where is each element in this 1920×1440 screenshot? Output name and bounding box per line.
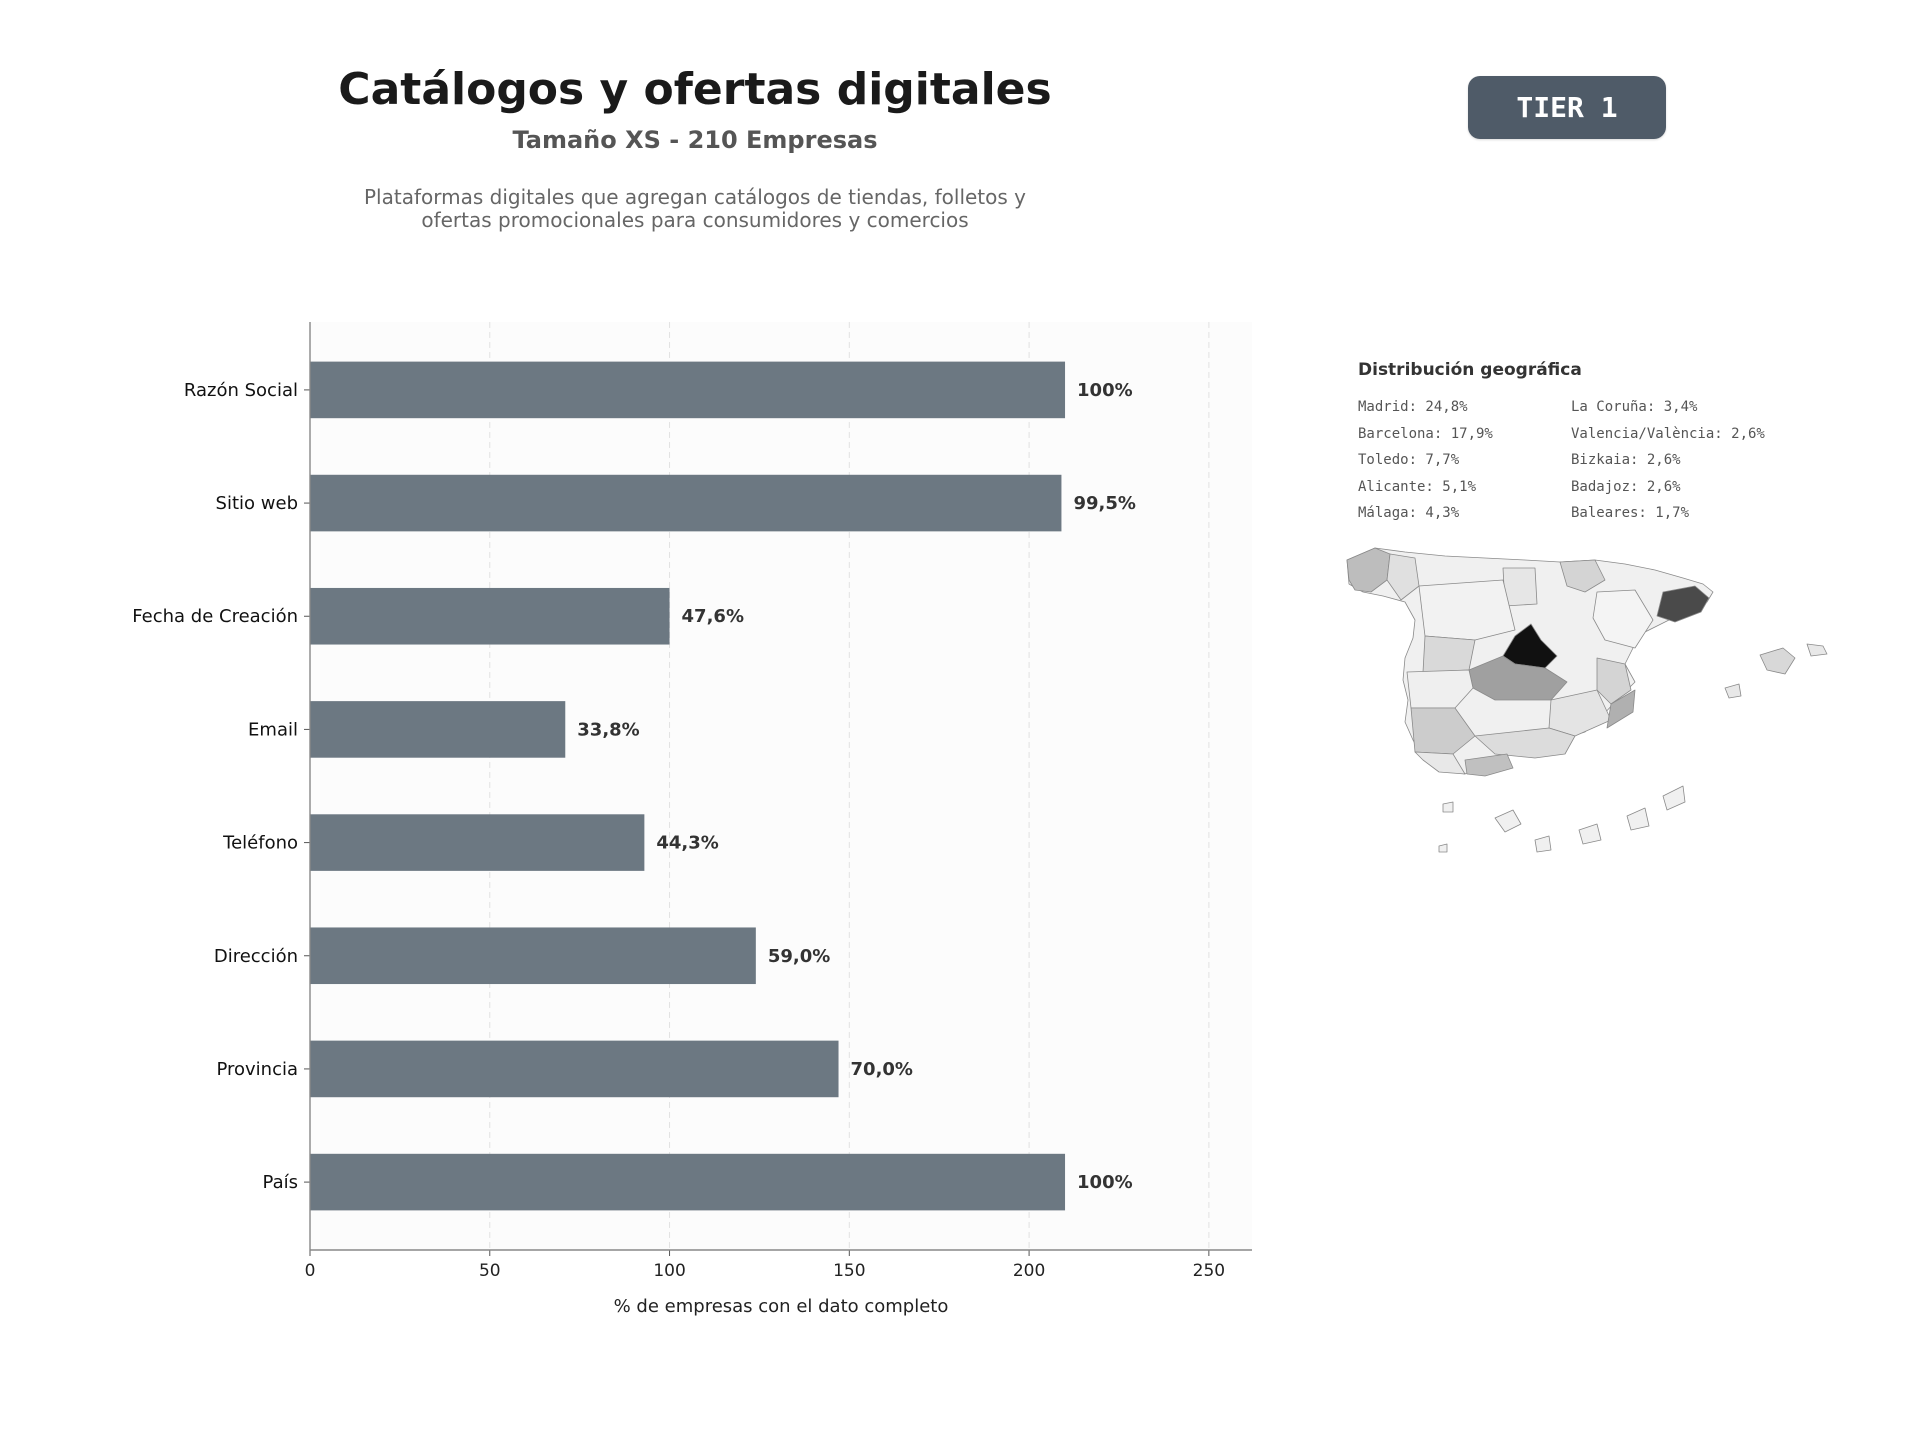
map-island-canary-5 — [1662, 785, 1686, 811]
geo-distribution-title: Distribución geográfica — [1358, 360, 1582, 380]
map-island-ibiza — [1724, 683, 1742, 699]
map-region-barcelona — [1656, 585, 1710, 623]
geo-item: Barcelona: 17,9% — [1358, 425, 1493, 442]
category-label: Fecha de Creación — [132, 606, 298, 627]
bar-value-label: 70,0% — [851, 1059, 913, 1080]
map-island-canary-3 — [1578, 823, 1602, 845]
geo-item: Toledo: 7,7% — [1358, 452, 1460, 468]
category-label: Sitio web — [216, 493, 298, 514]
map-island-canary-6 — [1442, 801, 1454, 813]
map-region-la-coruna — [1346, 547, 1391, 593]
bar-value-label: 100% — [1077, 1172, 1133, 1193]
map-island-canary-4 — [1626, 807, 1650, 831]
map-island-canary-2 — [1534, 835, 1552, 853]
bar — [310, 927, 756, 985]
map-island-canary-1 — [1494, 809, 1522, 833]
category-label: Email — [248, 719, 298, 740]
bar-chart: 0 50 100 150 200 250 Razón Social 100% Sitio web… — [132, 322, 1252, 1317]
bar-value-label: 47,6% — [682, 606, 744, 627]
map-region-malaga — [1464, 753, 1514, 777]
geo-item: Valencia/València: 2,6% — [1571, 425, 1765, 442]
category-label: País — [263, 1172, 298, 1193]
map-region-castilla-mancha — [1548, 689, 1612, 737]
description-line-1: Plataformas digitales que agregan catálo… — [364, 185, 1026, 209]
category-label: Teléfono — [222, 833, 298, 854]
bar-value-label: 100% — [1077, 380, 1133, 401]
map-region-badajoz — [1410, 707, 1476, 755]
map-region-zaragoza — [1592, 589, 1654, 649]
bar — [310, 1040, 839, 1098]
bar — [310, 474, 1062, 532]
page-subtitle: Tamaño XS - 210 Empresas — [512, 126, 878, 154]
map-island-menorca — [1806, 643, 1828, 657]
bar — [310, 814, 645, 871]
bar-value-label: 44,3% — [656, 833, 718, 854]
map-region-caceres — [1406, 669, 1474, 709]
category-label: Dirección — [214, 946, 298, 967]
plot-area — [310, 322, 1252, 1250]
geo-item: Badajoz: 2,6% — [1571, 478, 1681, 495]
geo-distribution-list: Madrid: 24,8% La Coruña: 3,4% Barcelona:… — [1358, 397, 1808, 523]
geo-item: La Coruña: 3,4% — [1571, 399, 1698, 415]
page-description: Plataformas digitales que agregan catálo… — [330, 186, 1060, 232]
map-region-salamanca — [1422, 635, 1476, 673]
x-tick-label: 200 — [1013, 1261, 1045, 1281]
map-region-alicante — [1606, 689, 1636, 729]
category-label: Provincia — [216, 1059, 298, 1080]
geo-item: Málaga: 4,3% — [1358, 505, 1460, 521]
bar-value-label: 59,0% — [768, 946, 830, 967]
map-island-canary-7 — [1438, 843, 1448, 853]
bar — [310, 1153, 1066, 1211]
map-region-andalucia-east — [1474, 727, 1576, 759]
x-tick-label: 0 — [305, 1261, 316, 1281]
map-region-castilla — [1418, 579, 1516, 641]
geo-item: Madrid: 24,8% — [1358, 399, 1468, 415]
map-region-toledo — [1468, 655, 1568, 701]
description-line-2: ofertas promocionales para consumidores … — [421, 208, 969, 232]
map-region-sevilla — [1414, 751, 1466, 775]
bar-value-label: 33,8% — [577, 719, 639, 740]
x-tick-label: 50 — [479, 1261, 501, 1281]
bar — [310, 587, 670, 645]
x-tick-label: 100 — [653, 1261, 685, 1281]
map-region-bizkaia — [1559, 559, 1606, 593]
x-tick-label: 150 — [833, 1261, 865, 1281]
page-title: Catálogos y ofertas digitales — [338, 64, 1052, 115]
bar-value-label: 99,5% — [1073, 493, 1135, 514]
map-region-galicia — [1386, 553, 1420, 601]
bar — [310, 701, 566, 758]
geo-item: Alicante: 5,1% — [1358, 478, 1477, 495]
geo-item: Bizkaia: 2,6% — [1571, 452, 1681, 468]
tier-badge: TIER 1 — [1468, 76, 1666, 139]
category-label: Razón Social — [184, 380, 298, 401]
x-axis-label: % de empresas con el dato completo — [614, 1296, 949, 1317]
x-tick-label: 250 — [1193, 1261, 1225, 1281]
map-region-valencia — [1596, 657, 1632, 705]
spain-choropleth-map — [1346, 547, 1828, 853]
map-region-baleares — [1759, 647, 1796, 675]
bar — [310, 361, 1066, 419]
geo-item: Baleares: 1,7% — [1571, 505, 1690, 521]
